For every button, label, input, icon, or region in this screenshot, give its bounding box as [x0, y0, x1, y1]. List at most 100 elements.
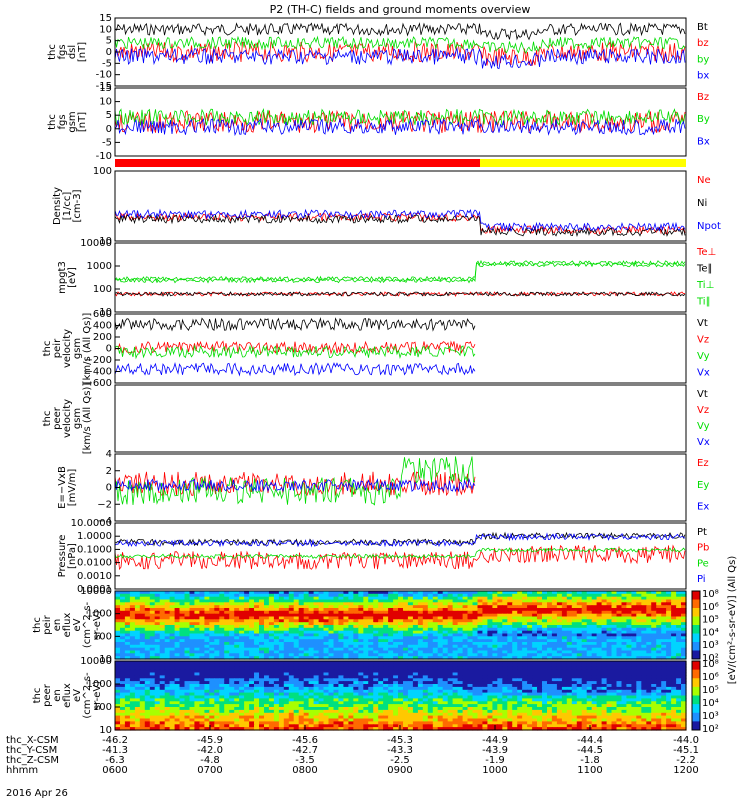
- y-tick-label: 10: [99, 725, 112, 736]
- legend-ni: Ni: [697, 198, 707, 209]
- x-tick-label: -4.8: [200, 755, 220, 766]
- series-line-npot: [114, 208, 686, 233]
- panel-pressure: Pressure[nPa] 10.0000 1.0000 0.1000 0.0100 0.…: [57, 518, 709, 595]
- y-tick-label: 400: [93, 321, 112, 332]
- series-line-bz: [114, 41, 686, 67]
- x-row-label: hhmm: [6, 765, 38, 776]
- colorbar-frame: [691, 660, 701, 731]
- x-tick-label: -44.9: [482, 735, 508, 746]
- series-line-vz: [114, 340, 476, 355]
- spectrogram: [115, 661, 687, 731]
- colorbar-segment: [692, 678, 700, 688]
- series-line-ni: [114, 213, 686, 237]
- y-tick-label: 4: [106, 449, 112, 460]
- y-axis-label: thcfgsdsl[nT]: [47, 42, 88, 62]
- y-tick-label: 10.0000: [71, 518, 112, 529]
- y-tick-label: −200: [85, 355, 112, 366]
- series-line-te∥: [114, 291, 686, 297]
- y-tick-label: 100: [93, 702, 112, 713]
- colorbar-tick: 10⁶: [702, 672, 719, 683]
- panel-peer_vel: thcpeervelocitygsm[km/s (All Qs)] Vt Vz Vy V…: [42, 383, 710, 455]
- y-tick-label: 1.0000: [77, 531, 112, 542]
- series-line-te⊥: [114, 291, 686, 297]
- plot-title: P2 (TH-C) fields and ground moments over…: [270, 3, 531, 16]
- y-tick-label: 15: [99, 83, 112, 94]
- x-tick-label: -1.9: [485, 755, 505, 766]
- series-line-pe: [114, 547, 686, 560]
- panels-group: thcfgsdsl[nT]151050-5-10-15Btbzbybxthcfg…: [32, 13, 738, 736]
- x-tick-label: 0900: [387, 765, 412, 776]
- y-tick-label: -5: [102, 58, 112, 69]
- legend-ti⊥: Ti⊥: [696, 280, 714, 291]
- legend-ti∥: Ti∥: [696, 296, 711, 307]
- x-tick-label: -44.5: [577, 745, 603, 756]
- y-axis-label: thcpeirenefluxeV(cm^2-s-sr-eV): [32, 601, 103, 648]
- legend-bz: Bz: [697, 92, 709, 103]
- panel-frame: [114, 242, 687, 313]
- legend-by: by: [697, 54, 709, 65]
- series-line-pi: [114, 532, 686, 548]
- y-axis-label: thcpeervelocitygsm[km/s (All Qs)]: [42, 383, 93, 455]
- y-tick-label: 10000: [80, 238, 112, 249]
- panel-frame: [114, 590, 687, 660]
- y-tick-label: 10: [99, 97, 112, 108]
- panel-temp: mpgt3[eV] 10000 1000 100 10 Te⊥ Te∥ Ti⊥ Ti∥: [57, 238, 716, 318]
- x-tick-label: -44.0: [673, 735, 699, 746]
- y-tick-label: 0: [106, 124, 112, 135]
- legend-bx: Bx: [697, 136, 710, 147]
- y-tick-label: 600: [93, 309, 112, 320]
- x-tick-label: 0600: [102, 765, 127, 776]
- y-axis-label: E=−VxB[mV/m]: [57, 466, 78, 509]
- y-tick-label: 5: [106, 110, 112, 121]
- legend-bx: bx: [697, 71, 709, 82]
- x-tick-label: -6.3: [105, 755, 125, 766]
- legend-vz: Vz: [697, 405, 709, 416]
- x-tick-label: -3.5: [295, 755, 315, 766]
- x-tick-label: -45.6: [292, 735, 318, 746]
- series-line-bx: [114, 117, 686, 137]
- colorbar-tick: 10²: [702, 724, 719, 735]
- y-axis-label: thcpeirvelocitygsm[km/s (All Qs)]: [42, 313, 93, 385]
- colorbar-segment: [692, 712, 700, 722]
- panel-peer_spec: thcpeerenefluxeV(cm^2-s-sr-eV) 10000 1000 1…: [32, 656, 687, 736]
- legend-pe: Pe: [697, 558, 709, 569]
- colorbar-segment: [692, 625, 700, 634]
- x-tick-label: -42.7: [292, 745, 318, 756]
- y-tick-label: 1000: [87, 679, 112, 690]
- spectrogram: [115, 591, 687, 660]
- y-tick-label: 100: [93, 284, 112, 295]
- series-line-by: [114, 35, 686, 54]
- legend-vt: Vt: [697, 389, 708, 400]
- y-tick-label: 10: [99, 654, 112, 665]
- colorbar-tick: 10⁵: [702, 615, 719, 626]
- x-tick-label: 0800: [292, 765, 317, 776]
- series-line-by: [114, 108, 686, 126]
- legend-vx: Vx: [697, 367, 710, 378]
- x-tick-label: -43.3: [387, 745, 413, 756]
- x-row-label: thc_Y-CSM: [6, 745, 57, 756]
- series-line-ey: [114, 456, 476, 506]
- panel-frame: [114, 522, 687, 590]
- colorbar-segment: [692, 686, 700, 696]
- panel-frame: [114, 87, 687, 157]
- legend-bz: bz: [697, 38, 709, 49]
- colorbar-segment: [692, 608, 700, 617]
- panel-efield: E=−VxB[mV/m] 4 2 0 −2 −4 Ez Ey Ex: [57, 449, 709, 527]
- y-tick-label: -5: [102, 137, 112, 148]
- legend-pi: Pi: [697, 574, 706, 585]
- x-tick-label: 1100: [577, 765, 602, 776]
- colorbar-tick: 10³: [702, 640, 719, 651]
- x-tick-label: -1.8: [580, 755, 600, 766]
- series-line-vy: [114, 344, 476, 360]
- colorbar-segment: [692, 721, 700, 731]
- colorbar-tick: 10⁶: [702, 602, 719, 613]
- colorbar-segment: [692, 650, 700, 660]
- legend-pt: Pt: [697, 527, 707, 538]
- mode-bar-segment: [115, 159, 480, 167]
- x-tick-label: 1000: [482, 765, 507, 776]
- x-tick-label: -45.9: [197, 735, 223, 746]
- y-tick-label: 0.0010: [77, 571, 112, 582]
- series-line-vx: [114, 362, 476, 377]
